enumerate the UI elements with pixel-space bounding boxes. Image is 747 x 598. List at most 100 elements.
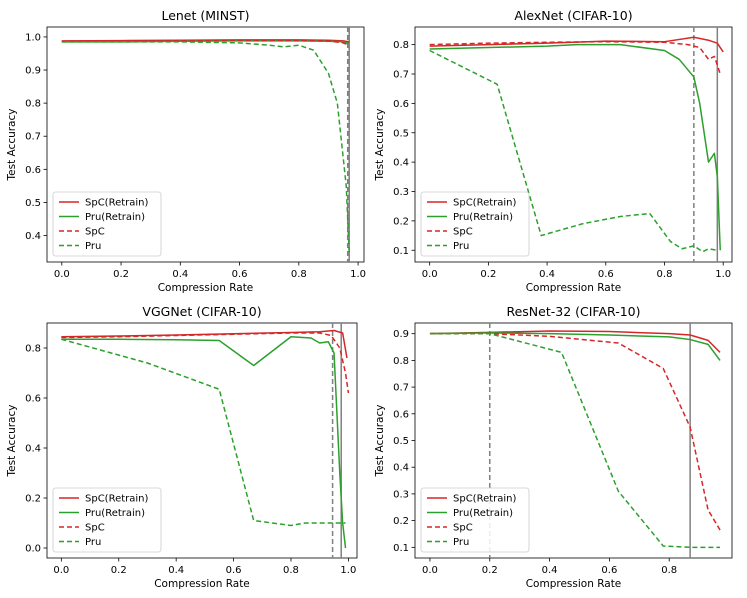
legend-label: Pru: [85, 241, 101, 252]
legend-box: [420, 487, 530, 553]
series-line-spc-retrain: [61, 329, 348, 359]
legend-label: SpC(Retrain): [453, 494, 517, 505]
y-tick-label: 0.8: [25, 99, 41, 110]
legend-label: SpC(Retrain): [85, 198, 149, 209]
x-axis-label: Compression Rate: [526, 578, 622, 590]
y-axis-label: Test Accuracy: [374, 405, 386, 478]
legend-box: [420, 191, 530, 257]
x-tick-label: 0.4: [168, 565, 184, 576]
plot-area: [61, 323, 350, 558]
legend-label: Pru(Retrain): [453, 508, 513, 519]
legend-label: SpC: [453, 227, 473, 238]
legend: SpC(Retrain) Pru(Retrain) SpC Pru: [52, 487, 162, 553]
x-tick-label: 1.0: [715, 269, 731, 280]
x-tick-label: 0.0: [422, 565, 438, 576]
plot-area: [61, 27, 350, 262]
legend-label: SpC(Retrain): [453, 198, 517, 209]
chart-title: ResNet-32 (CIFAR-10): [506, 304, 640, 319]
legend: SpC(Retrain) Pru(Retrain) SpC Pru: [52, 191, 162, 257]
x-tick-label: 0.2: [113, 269, 129, 280]
y-tick-label: 0.7: [25, 132, 41, 143]
y-tick-label: 0.0: [25, 544, 41, 555]
series-line-pru-retrain: [61, 336, 347, 549]
x-tick-label: 0.4: [172, 269, 188, 280]
legend-box: [52, 191, 162, 257]
y-axis-label: Test Accuracy: [6, 109, 18, 182]
plot-frame: [46, 26, 365, 263]
x-tick-label: 1.0: [340, 565, 356, 576]
x-tick-label: 0.8: [657, 269, 673, 280]
legend-label: Pru(Retrain): [85, 508, 145, 519]
x-axis-label: Compression Rate: [158, 282, 254, 294]
legend-label: Pru(Retrain): [85, 212, 145, 223]
x-tick-label: 0.2: [482, 565, 498, 576]
y-tick-label: 0.2: [393, 216, 409, 227]
chart-panel-2: AlexNet (CIFAR-10) 0.0 0.2 0.4 0.6 0.8 1.0 0.1 0…: [374, 8, 733, 294]
x-tick-label: 0.0: [54, 269, 70, 280]
x-tick-label: 0.8: [283, 565, 299, 576]
x-tick-label: 0.8: [291, 269, 307, 280]
y-tick-label: 0.1: [393, 246, 409, 257]
y-tick-label: 0.2: [393, 516, 409, 527]
legend-box: [52, 487, 162, 553]
legend-label: SpC: [85, 227, 105, 238]
series-line-pru: [61, 41, 350, 253]
chart-panel-1: Lenet (MINST) 0.0 0.2 0.4 0.6 0.8 1.0 0.4 0.5 0.6…: [6, 8, 366, 294]
series-line-pru-retrain: [429, 43, 722, 251]
x-tick-label: 0.4: [542, 565, 558, 576]
x-tick-label: 0.6: [232, 269, 248, 280]
y-tick-label: 0.2: [25, 494, 41, 505]
y-tick-label: 0.6: [25, 394, 41, 405]
y-tick-label: 0.4: [393, 158, 409, 169]
x-tick-label: 0.6: [226, 565, 242, 576]
legend-label: Pru: [453, 537, 469, 548]
plot-area: [429, 27, 724, 262]
legend-label: SpC(Retrain): [85, 494, 149, 505]
series-line-pru-retrain: [429, 332, 721, 361]
y-tick-label: 0.3: [393, 187, 409, 198]
legend-label: SpC: [85, 523, 105, 534]
legend: SpC(Retrain) Pru(Retrain) SpC Pru: [420, 487, 530, 553]
series-line-pru: [61, 338, 346, 527]
x-tick-label: 0.2: [111, 565, 127, 576]
chart-title: Lenet (MINST): [161, 8, 249, 23]
y-tick-label: 0.5: [393, 436, 409, 447]
y-tick-label: 0.7: [393, 383, 409, 394]
y-tick-label: 0.4: [393, 463, 409, 474]
y-tick-label: 0.5: [393, 128, 409, 139]
y-tick-label: 0.4: [25, 444, 41, 455]
y-tick-label: 0.6: [25, 165, 41, 176]
series-line-pru: [429, 49, 718, 253]
plot-frame: [414, 26, 733, 263]
plot-frame: [46, 322, 358, 559]
y-tick-label: 1.0: [25, 32, 41, 43]
x-tick-label: 0.8: [661, 565, 677, 576]
chart-panel-3: VGGNet (CIFAR-10) 0.0 0.2 0.4 0.6 0.8 1.0 0.0 0.…: [6, 304, 358, 590]
x-tick-label: 0.4: [539, 269, 555, 280]
y-tick-label: 0.6: [393, 99, 409, 110]
x-tick-label: 0.6: [598, 269, 614, 280]
x-tick-label: 0.0: [422, 269, 438, 280]
x-axis-label: Compression Rate: [526, 282, 622, 294]
y-tick-label: 0.4: [25, 231, 41, 242]
y-axis-label: Test Accuracy: [6, 405, 18, 478]
y-tick-label: 0.6: [393, 409, 409, 420]
legend-label: SpC: [453, 523, 473, 534]
legend-label: Pru: [453, 241, 469, 252]
y-axis-label: Test Accuracy: [374, 109, 386, 182]
y-tick-label: 0.9: [393, 329, 409, 340]
chart-title: VGGNet (CIFAR-10): [142, 304, 261, 319]
x-axis-label: Compression Rate: [154, 578, 250, 590]
y-tick-label: 0.8: [393, 40, 409, 51]
x-tick-label: 0.2: [480, 269, 496, 280]
chart-title: AlexNet (CIFAR-10): [514, 8, 632, 23]
series-line-spc: [61, 332, 350, 394]
legend-label: Pru: [85, 537, 101, 548]
x-tick-label: 1.0: [350, 269, 366, 280]
y-tick-label: 0.3: [393, 489, 409, 500]
y-tick-label: 0.5: [25, 198, 41, 209]
legend: SpC(Retrain) Pru(Retrain) SpC Pru: [420, 191, 530, 257]
y-tick-label: 0.1: [393, 543, 409, 554]
y-tick-label: 0.7: [393, 70, 409, 81]
